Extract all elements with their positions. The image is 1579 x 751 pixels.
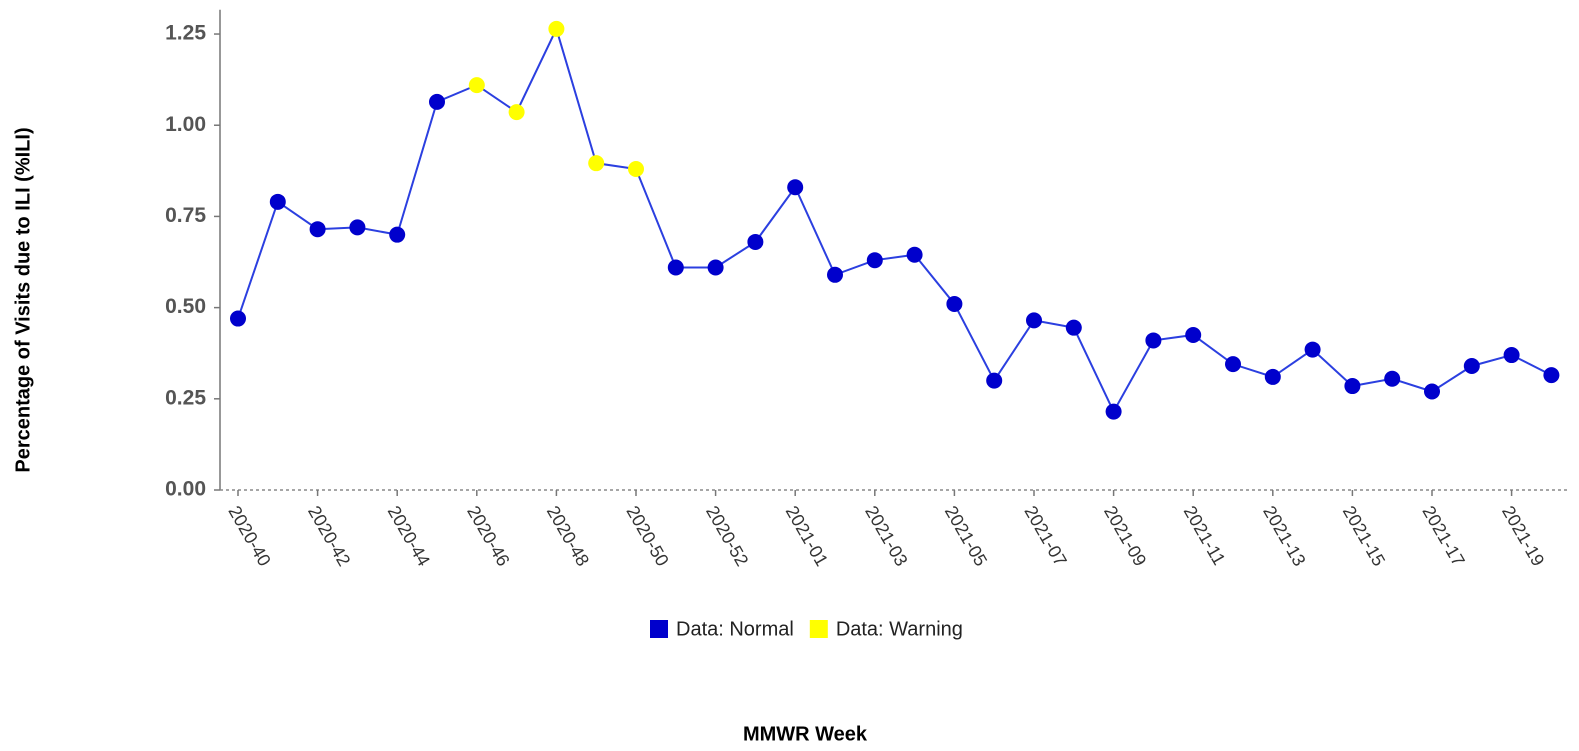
data-point xyxy=(588,155,605,172)
data-point xyxy=(1503,347,1520,364)
data-point xyxy=(1105,403,1122,420)
data-point xyxy=(747,233,764,250)
data-point xyxy=(508,104,525,121)
y-tick-label: 1.00 xyxy=(165,113,206,136)
y-axis-title: Percentage of Visits due to ILI (%ILI) xyxy=(12,127,34,472)
data-point xyxy=(787,179,804,196)
x-tick-label: 2021-13 xyxy=(1259,502,1309,569)
data-point xyxy=(1543,367,1560,384)
data-point xyxy=(1225,356,1241,373)
x-tick-label: 2020-50 xyxy=(622,502,672,569)
data-point xyxy=(1384,370,1401,387)
x-tick-label: 2021-01 xyxy=(782,502,832,569)
legend-swatch xyxy=(809,620,828,638)
data-point xyxy=(906,246,923,263)
x-tick-label: 2021-03 xyxy=(861,502,911,569)
data-point xyxy=(349,219,366,236)
data-point xyxy=(1065,319,1082,336)
y-tick-label: 1.25 xyxy=(165,22,206,45)
data-point xyxy=(986,372,1003,389)
x-tick-label: 2021-19 xyxy=(1498,502,1548,569)
data-point xyxy=(1304,341,1321,358)
data-point xyxy=(389,226,406,243)
data-point xyxy=(946,295,963,312)
data-point xyxy=(1463,357,1480,374)
legend-label: Data: Normal xyxy=(676,618,794,640)
data-point xyxy=(628,161,644,178)
x-axis-title: MMWR Week xyxy=(743,723,868,745)
data-point xyxy=(230,310,246,327)
x-tick-label: 2020-48 xyxy=(543,502,593,569)
y-tick-label: 0.25 xyxy=(165,386,206,409)
data-point xyxy=(269,193,286,210)
x-tick-label: 2020-46 xyxy=(463,502,513,569)
x-tick-label: 2021-05 xyxy=(941,502,991,569)
data-point xyxy=(1264,368,1281,385)
x-tick-label: 2020-44 xyxy=(384,502,434,569)
data-point xyxy=(468,77,485,94)
data-point xyxy=(309,221,326,238)
x-tick-label: 2021-17 xyxy=(1418,502,1468,569)
y-tick-label: 0.50 xyxy=(165,295,206,318)
x-tick-label: 2020-52 xyxy=(702,502,752,569)
x-tick-label: 2021-09 xyxy=(1100,502,1150,569)
y-tick-label: 0.75 xyxy=(165,204,206,227)
data-point xyxy=(1145,332,1162,349)
data-point xyxy=(429,93,445,110)
data-point xyxy=(827,266,843,283)
legend-label: Data: Warning xyxy=(836,618,963,640)
data-point xyxy=(1185,326,1202,343)
data-point xyxy=(1026,312,1042,329)
data-line xyxy=(237,26,1552,414)
data-point xyxy=(667,259,684,276)
y-tick-label: 0.00 xyxy=(165,478,206,501)
x-tick-label: 2020-42 xyxy=(304,502,354,569)
data-point xyxy=(866,252,883,269)
x-tick-label: 2020-40 xyxy=(224,502,274,569)
legend-swatch xyxy=(650,620,668,638)
data-point xyxy=(1424,383,1440,400)
data-point xyxy=(548,20,565,37)
x-tick-label: 2021-07 xyxy=(1020,502,1070,569)
x-tick-label: 2021-11 xyxy=(1180,502,1230,568)
data-point xyxy=(707,259,724,276)
data-point xyxy=(1344,378,1361,395)
x-tick-label: 2021-15 xyxy=(1339,502,1389,569)
